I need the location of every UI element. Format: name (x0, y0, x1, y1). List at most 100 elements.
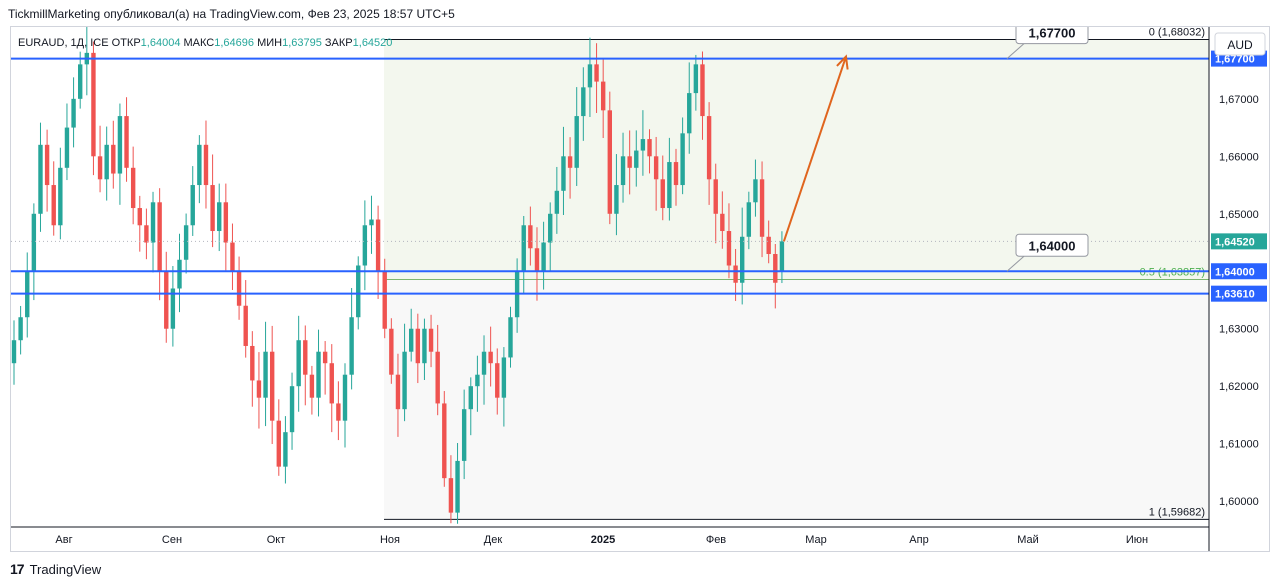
price-axis-badge (1211, 285, 1267, 302)
candle-body (448, 478, 454, 513)
projection-arrow-line[interactable] (782, 56, 847, 242)
price-axis-badge-label: 1,64000 (1215, 266, 1255, 278)
candle-body (653, 156, 659, 180)
y-tick-label: 1,66000 (1219, 151, 1259, 163)
price-axis-badge-label: 1,63610 (1215, 289, 1255, 301)
candle-body (634, 150, 639, 168)
candle-body (422, 328, 427, 364)
candle-body (415, 328, 421, 364)
candle-body (256, 380, 262, 398)
candle-body (296, 340, 301, 387)
candle-body (342, 374, 348, 421)
footer-brand[interactable]: TradingView (29, 561, 102, 577)
callout-pointer (1006, 43, 1025, 59)
tradingview-logo-icon: 17 (10, 561, 25, 577)
price-chart[interactable]: 0 (1,68032) 0.5 (1,63857) 1 (1,59682) 1,677… (11, 27, 1269, 551)
x-tick-label: Мар (805, 534, 827, 546)
candle-body (773, 254, 778, 283)
candle-body (435, 351, 440, 404)
chart-frame[interactable]: 0 (1,68032) 0.5 (1,63857) 1 (1,59682) 1,677… (10, 26, 1270, 552)
candle-body (263, 351, 268, 398)
footer: 17 TradingView (10, 561, 101, 577)
y-tick-label: 1,65000 (1219, 209, 1259, 221)
candle-body (230, 242, 235, 272)
candle-body (336, 403, 341, 421)
candle-body (375, 219, 381, 272)
x-tick-label: Фев (706, 534, 726, 546)
fib-zone-lower (384, 279, 1209, 520)
candle-body (495, 363, 500, 398)
candle-body (51, 185, 56, 226)
currency-button-label: AUD (1227, 38, 1253, 52)
candle-body (243, 305, 248, 346)
candle-body (667, 162, 672, 209)
candle-body (144, 225, 149, 243)
candle-body (660, 179, 665, 209)
callout-box[interactable] (1015, 27, 1089, 45)
candle-body (468, 386, 473, 410)
y-tick-label: 1,60000 (1219, 496, 1259, 508)
fib-level-label: 1 (1,59682) (1149, 506, 1205, 518)
candle-body (647, 139, 652, 157)
candle-body (706, 116, 712, 180)
candle-body (395, 374, 401, 410)
candle-body (217, 202, 222, 232)
candle-body (541, 242, 546, 272)
candle-body (409, 328, 414, 352)
candle-body (740, 236, 745, 283)
candle-body (11, 340, 17, 364)
callout-box[interactable] (1015, 233, 1089, 257)
x-tick-label: Окт (267, 534, 286, 546)
candle-body (71, 98, 76, 128)
candle-body (223, 202, 229, 243)
candle-body (779, 241, 785, 272)
candle-body (627, 156, 632, 168)
callout-label: 1,64000 (1029, 238, 1076, 253)
candle-body (700, 64, 705, 117)
candle-body (316, 351, 321, 398)
candle-body (369, 219, 374, 226)
x-tick-label: Июн (1126, 534, 1148, 546)
candle-body (607, 110, 612, 214)
candle-body (303, 340, 308, 375)
candle-body (31, 213, 37, 272)
candle-body (170, 288, 176, 329)
x-tick-label: Авг (55, 534, 72, 546)
candle-body (44, 144, 50, 186)
candle-body (488, 351, 493, 364)
candle-body (117, 116, 123, 174)
candle-body (554, 190, 560, 214)
y-tick-label: 1,67000 (1219, 94, 1259, 106)
symbol-label[interactable]: EURAUD, 1Д, ICE (18, 37, 112, 49)
candle-body (164, 271, 169, 329)
candle-body (389, 328, 394, 375)
candle-body (620, 156, 626, 186)
candle-body (581, 87, 586, 117)
arrow-head-icon (836, 54, 849, 70)
candle-body (720, 213, 725, 232)
candle-body (600, 81, 606, 111)
candle-body (137, 208, 142, 226)
candle-body (58, 167, 63, 226)
currency-button[interactable] (1214, 32, 1266, 56)
ohlc-key: МИН (257, 37, 282, 49)
candle-body (283, 432, 288, 467)
x-tick-label: Сен (162, 534, 182, 546)
candle-body (197, 144, 202, 186)
candle-body (481, 351, 487, 375)
ohlc-key: ЗАКР (325, 37, 353, 49)
candle-body (766, 236, 771, 255)
candle-body (594, 64, 599, 82)
candle-body (157, 202, 162, 272)
candle-body (236, 271, 242, 306)
candle-body (561, 156, 566, 191)
y-tick-label: 1,63000 (1219, 324, 1259, 336)
candle-body (309, 374, 315, 398)
candle-body (78, 64, 83, 99)
candle-body (91, 52, 96, 157)
ohlc-value: 1,64520 (353, 37, 393, 49)
candle-body (269, 351, 275, 421)
candle-body (183, 225, 189, 260)
candle-body (673, 162, 679, 186)
candle-body (190, 185, 195, 226)
